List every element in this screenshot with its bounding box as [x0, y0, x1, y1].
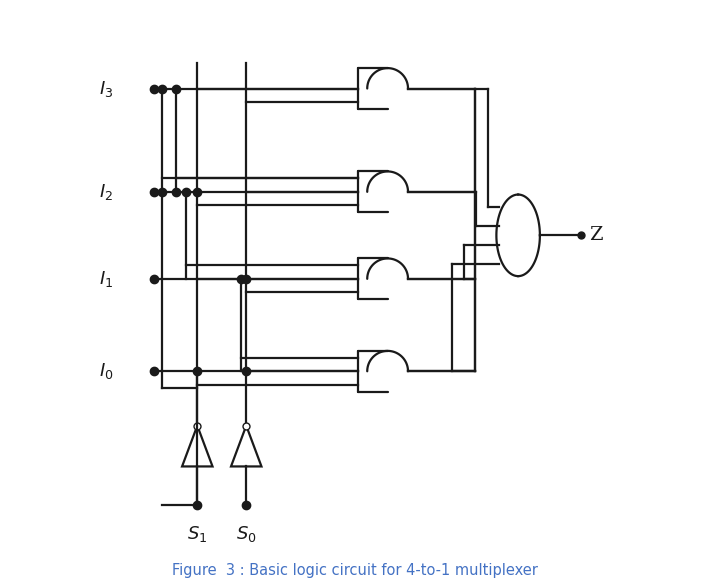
Text: $I_1$: $I_1$: [99, 269, 114, 289]
Text: Z: Z: [589, 226, 602, 244]
Text: $S_0$: $S_0$: [236, 524, 256, 543]
Text: $I_0$: $I_0$: [99, 361, 114, 381]
Text: $I_3$: $I_3$: [99, 78, 114, 99]
Text: $S_1$: $S_1$: [187, 524, 207, 543]
Text: $I_2$: $I_2$: [99, 182, 114, 202]
Text: Figure  3 : Basic logic circuit for 4-to-1 multiplexer: Figure 3 : Basic logic circuit for 4-to-…: [172, 563, 538, 578]
